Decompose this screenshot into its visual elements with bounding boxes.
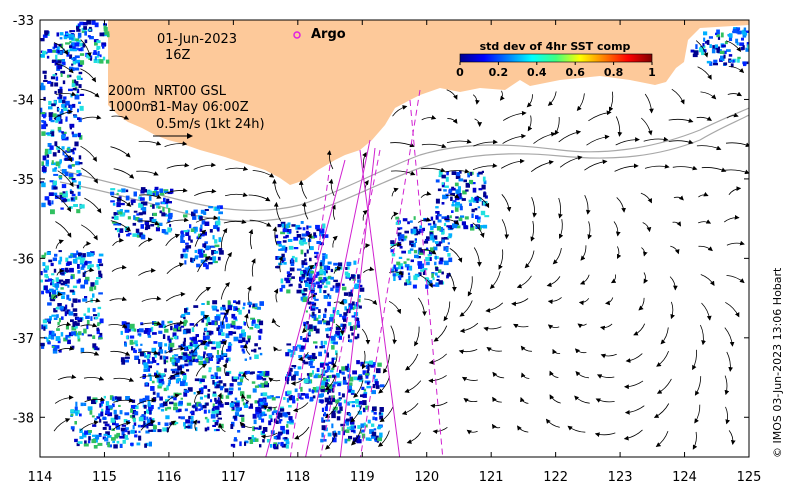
time-label: 16Z: [165, 48, 191, 63]
x-tick-label: 115: [92, 470, 117, 485]
colorbar-tick-label: 0.2: [489, 66, 509, 79]
contour-200m-label: 200m: [108, 84, 145, 99]
y-tick-label: -36: [13, 252, 34, 267]
altimetry-source-label: NRT00 GSL: [154, 84, 227, 99]
colorbar: [459, 53, 653, 63]
argo-marker-icon: [293, 31, 301, 39]
x-tick-label: 114: [28, 470, 53, 485]
x-tick-label: 123: [608, 470, 633, 485]
x-tick-label: 116: [156, 470, 181, 485]
colorbar-tick-label: 0.8: [604, 66, 624, 79]
x-tick-label: 117: [221, 470, 246, 485]
scale-label: 0.5m/s (1kt 24h): [156, 117, 265, 132]
y-tick-label: -34: [13, 93, 34, 108]
x-tick-label: 121: [479, 470, 504, 485]
colorbar-tick-label: 0.6: [565, 66, 585, 79]
argo-label: Argo: [311, 27, 346, 42]
colorbar-tick-label: 0.4: [527, 66, 547, 79]
colorbar-ticks: 0 0.2 0.4 0.6 0.8 1: [456, 62, 656, 79]
x-tick-label: 118: [285, 470, 310, 485]
y-tick-label: -38: [13, 411, 34, 426]
x-tick-label: 120: [414, 470, 439, 485]
plot-frame: [39, 19, 750, 458]
x-axis: 114 115 116 117 118 119 120 121 122 123 124 125: [28, 20, 762, 485]
y-tick-label: -37: [13, 332, 34, 347]
colorbar-title: std dev of 4hr SST comp: [480, 40, 631, 53]
colorbar-tick-label: 0: [456, 66, 464, 79]
y-tick-label: -33: [13, 14, 34, 29]
land-mass-northwest: [40, 20, 108, 105]
x-tick-label: 119: [350, 470, 375, 485]
date-label: 01-Jun-2023: [157, 32, 237, 47]
credit-label: © IMOS 03-Jun-2023 13:06 Hobart: [771, 267, 784, 458]
x-tick-label: 124: [672, 470, 697, 485]
y-tick-label: -35: [13, 173, 34, 188]
y-axis: -33 -34 -35 -36 -37 -38: [13, 14, 749, 426]
contour-1000m-label: 1000m: [108, 100, 154, 115]
x-tick-label: 122: [543, 470, 568, 485]
altimetry-time-label: 31-May 06:00Z: [150, 100, 249, 115]
colorbar-tick-label: 1: [648, 66, 656, 79]
satellite-tracks: [265, 89, 444, 457]
current-vectors: [52, 39, 749, 450]
contour-200m: [59, 107, 749, 212]
contour-1000m: [59, 114, 749, 222]
x-tick-label: 125: [737, 470, 762, 485]
